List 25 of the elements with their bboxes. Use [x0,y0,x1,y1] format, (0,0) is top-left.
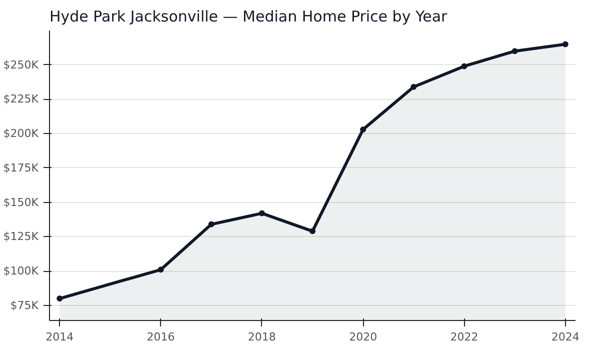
point [258,210,265,216]
y-tick-label: $175K [3,161,40,174]
point [56,296,63,302]
x-tick-label: 2022 [450,330,478,343]
y-tick-label: $100K [3,264,40,278]
point [208,221,214,228]
chart-title: Hyde Park Jacksonville — Median Home Price by Year [50,8,448,26]
y-tick-label: $250K [3,58,40,72]
y-tick-label: $225K [3,92,40,106]
x-tick-label: 2016 [146,330,175,343]
y-tick-label: $125K [3,230,40,244]
point [461,63,468,70]
y-tick-label: $200K [3,127,40,140]
x-tick-label: 2014 [46,330,74,343]
y-tick-label: $150K [3,196,40,209]
point [310,228,316,234]
point [562,41,568,48]
x-tick-label: 2020 [349,330,378,343]
y-tick-label: $75K [10,298,40,312]
point [158,266,164,273]
point [410,84,417,90]
point [512,48,518,54]
x-tick-label: 2018 [248,330,276,343]
x-tick-label: 2024 [551,330,580,343]
point [360,126,366,132]
